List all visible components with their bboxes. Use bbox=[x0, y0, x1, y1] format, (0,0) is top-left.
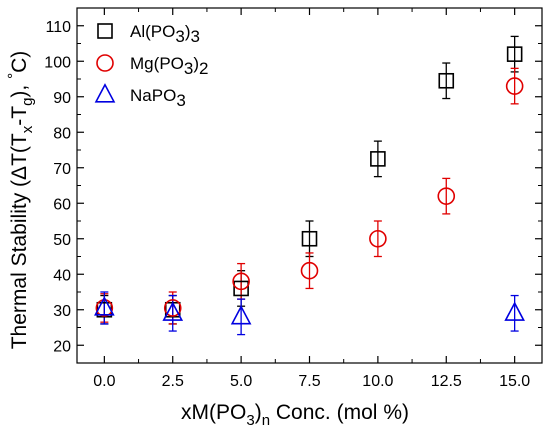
ticks-layer: 0.0 2.5 5.0 7.5 10.0 12.5 15.0 20 30 40 50 60 70 80 90… bbox=[44, 8, 542, 390]
point-circle bbox=[505, 77, 524, 95]
point-square bbox=[233, 280, 249, 297]
legend-label: Al(PO3)3 bbox=[130, 22, 200, 46]
point-circle bbox=[232, 272, 250, 291]
point-square bbox=[370, 151, 386, 167]
y-tick-label: 80 bbox=[53, 125, 71, 142]
legend-marker-circle bbox=[96, 54, 114, 72]
y-tick-label: 40 bbox=[53, 267, 71, 284]
x-tick-label: 10.0 bbox=[362, 373, 393, 390]
errorbar-square bbox=[510, 35, 519, 73]
x-tick-label: 2.5 bbox=[162, 373, 184, 390]
errorbar-circle bbox=[510, 67, 519, 105]
errorbar-circle bbox=[305, 252, 314, 290]
legend-marker-triangle bbox=[94, 83, 116, 103]
errorbar-triangle bbox=[510, 294, 519, 332]
x-tick-label: 5.0 bbox=[230, 373, 252, 390]
x-axis-title: xM(PO3)n Conc. (mol %) bbox=[181, 401, 409, 429]
errorbar-triangle bbox=[237, 298, 246, 336]
x-tick-label: 0.0 bbox=[93, 373, 115, 390]
point-circle bbox=[369, 229, 387, 248]
point-circle bbox=[163, 299, 182, 317]
x-tick-label: 15.0 bbox=[499, 373, 530, 390]
point-triangle bbox=[230, 304, 252, 325]
errorbar-square bbox=[373, 140, 382, 178]
point-circle bbox=[300, 261, 319, 280]
legend-label: NaPO3 bbox=[130, 86, 186, 110]
legend-marker-square bbox=[97, 23, 113, 39]
point-square bbox=[438, 72, 455, 89]
y-tick-label: 100 bbox=[44, 54, 71, 71]
point-triangle bbox=[504, 301, 525, 321]
marker-layer bbox=[94, 46, 525, 325]
x-tick-label: 7.5 bbox=[298, 373, 320, 390]
point-square bbox=[301, 230, 318, 247]
y-tick-label: 90 bbox=[53, 90, 71, 107]
y-tick-label: 30 bbox=[53, 303, 71, 320]
y-tick-label: 50 bbox=[53, 232, 71, 249]
point-triangle bbox=[94, 296, 115, 316]
errorbar-circle bbox=[373, 220, 382, 258]
y-axis-title: Thermal Stability (ΔT(Tx-Tg), °C) bbox=[5, 51, 36, 350]
errorbar-square bbox=[442, 62, 451, 100]
legend-label: Mg(PO3)2 bbox=[130, 54, 209, 78]
point-triangle bbox=[162, 301, 184, 321]
y-tick-label: 110 bbox=[45, 19, 71, 36]
legend: Al(PO3)3 Mg(PO3)2 NaPO3 bbox=[94, 22, 209, 110]
x-tick-label: 12.5 bbox=[431, 373, 462, 390]
errorbar-circle bbox=[442, 177, 451, 215]
point-circle bbox=[437, 187, 456, 205]
point-square bbox=[506, 46, 523, 62]
y-tick-label: 20 bbox=[53, 338, 71, 355]
point-circle bbox=[95, 299, 114, 317]
errorbar-layer bbox=[100, 35, 519, 336]
y-tick-label: 70 bbox=[53, 161, 71, 178]
errorbar-square bbox=[305, 220, 314, 258]
y-tick-label: 60 bbox=[53, 196, 71, 213]
